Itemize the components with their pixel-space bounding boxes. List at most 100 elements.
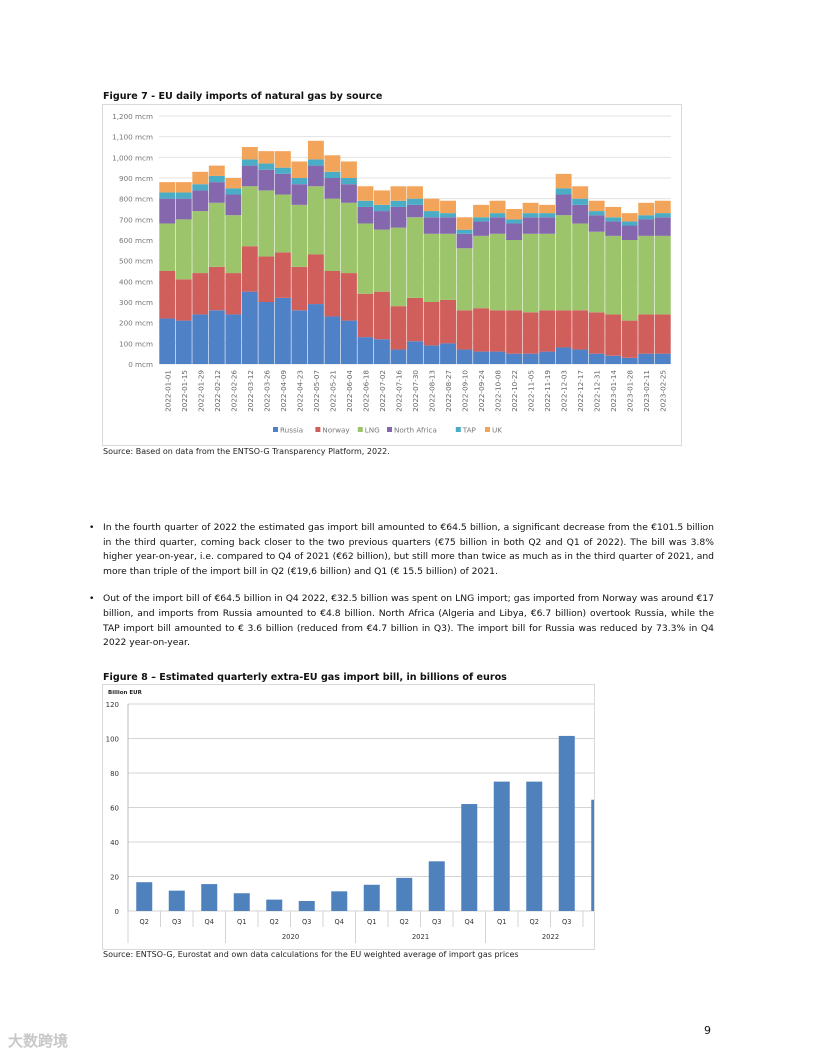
bar-segment-norway xyxy=(357,293,374,338)
bar xyxy=(363,884,380,911)
x-tick-label: Q2 xyxy=(140,918,149,926)
page-number: 9 xyxy=(704,1024,711,1037)
bar-segment-lng xyxy=(407,217,423,298)
bar-segment-norway xyxy=(390,306,407,350)
bar-segment-russia xyxy=(324,316,341,364)
bar-segment-lng xyxy=(588,231,605,313)
x-tick-label: 2022-01-01 xyxy=(163,370,172,412)
bar-segment-north-africa xyxy=(175,198,192,220)
bar-segment-russia xyxy=(357,337,374,364)
bar-segment-tap xyxy=(522,213,539,218)
x-tick-label: 2023-02-25 xyxy=(659,370,668,412)
bar-segment-north-africa xyxy=(225,194,242,216)
bar-segment-norway xyxy=(572,310,589,350)
bar-segment-uk xyxy=(225,178,242,189)
bar-segment-north-africa xyxy=(274,173,291,195)
bar-segment-north-africa xyxy=(324,178,341,199)
figure8-chart-frame: Billion EUR 0 20 40 60 80 100 120 Q2 Q3 Q4 Q1 Q2 Q3 Q4… xyxy=(102,684,616,950)
bar-segment-tap xyxy=(605,217,622,222)
y-tick-label: 100 xyxy=(106,736,119,744)
y-tick-label: 20 xyxy=(110,874,119,882)
bar-segment-lng xyxy=(225,215,242,274)
bar-segment-tap xyxy=(159,192,176,199)
bar-segment-lng xyxy=(489,233,506,311)
bar xyxy=(201,884,218,911)
y-tick-label: 600 mcm xyxy=(119,236,153,245)
bar-segment-russia xyxy=(522,353,539,364)
bar-segment-russia xyxy=(291,310,308,364)
bar-segment-lng xyxy=(374,229,390,292)
bar-segment-norway xyxy=(258,256,275,302)
bar-segment-tap xyxy=(440,213,456,218)
x-tick-label: Q4 xyxy=(335,918,344,926)
bar-segment-uk xyxy=(489,200,506,214)
x-tick-label: 2022-07-30 xyxy=(411,370,420,412)
bar-segment-north-africa xyxy=(374,211,390,230)
bar-segment-russia xyxy=(192,314,209,364)
bar xyxy=(266,899,283,911)
bar-segment-lng xyxy=(357,223,374,294)
bar-segment-tap xyxy=(340,178,357,185)
bar-segment-tap xyxy=(588,211,605,216)
figure7-chart-frame: 0 mcm 100 mcm 200 mcm 300 mcm 400 mcm 500 mcm… xyxy=(102,104,682,446)
bar-segment-north-africa xyxy=(572,204,589,224)
bar-segment-tap xyxy=(456,229,473,234)
bar-segment-tap xyxy=(506,219,523,224)
bar-segment-north-africa xyxy=(506,223,523,240)
x-tick-label: 2022-08-13 xyxy=(428,370,437,412)
bar-segment-uk xyxy=(605,206,622,218)
x-group-label: 2021 xyxy=(412,933,429,941)
x-tick-label: 2022-01-15 xyxy=(180,370,189,412)
legend-swatch xyxy=(315,427,321,432)
bar-segment-uk xyxy=(407,186,423,199)
bar-segment-uk xyxy=(374,190,390,205)
bar-segment-north-africa xyxy=(539,217,556,234)
bar xyxy=(461,804,478,911)
bar-segment-lng xyxy=(159,223,176,271)
bar-segment-tap xyxy=(638,215,655,220)
x-tick-label: Q2 xyxy=(530,918,539,926)
bar-segment-uk xyxy=(307,140,324,160)
bar-segment-uk xyxy=(208,165,225,176)
bar-segment-uk xyxy=(324,155,341,172)
bar-segment-north-africa xyxy=(258,169,275,191)
bar-segment-tap xyxy=(555,188,572,195)
bar-segment-tap xyxy=(291,178,308,185)
bar xyxy=(331,891,348,911)
bullet-list: In the fourth quarter of 2022 the estima… xyxy=(89,521,714,664)
bar-segment-lng xyxy=(522,233,539,313)
figure8-chart: Billion EUR 0 20 40 60 80 100 120 Q2 Q3 Q4 Q1 Q2 Q3 Q4… xyxy=(106,690,616,943)
bar-segment-uk xyxy=(572,186,589,199)
bar xyxy=(558,735,575,911)
x-tick-label: Q4 xyxy=(465,918,474,926)
x-tick-label: 2022-12-03 xyxy=(560,370,569,412)
bar-segment-russia xyxy=(605,355,622,364)
bar-segment-north-africa xyxy=(588,215,605,232)
bar-segment-uk xyxy=(621,213,638,222)
bar-segment-uk xyxy=(357,186,374,201)
bar-segment-lng xyxy=(423,233,440,302)
bar-segment-russia xyxy=(407,341,423,364)
bar-segment-norway xyxy=(291,266,308,311)
bar-segment-russia xyxy=(159,318,176,364)
bar-segment-norway xyxy=(241,246,258,292)
bar-segment-russia xyxy=(241,291,258,364)
bar-segment-russia xyxy=(440,343,456,364)
bar-segment-lng xyxy=(175,219,192,280)
bar-segment-north-africa xyxy=(654,217,671,236)
x-tick-label: 2022-03-12 xyxy=(246,370,255,412)
legend-label: North Africa xyxy=(394,426,437,435)
bar-segment-tap xyxy=(374,204,390,212)
bar-segment-norway xyxy=(588,312,605,354)
legend-label: LNG xyxy=(365,426,380,435)
bar-segment-norway xyxy=(456,310,473,350)
bar-segment-norway xyxy=(473,308,490,352)
bar-segment-russia xyxy=(258,302,275,364)
x-tick-label: 2022-11-05 xyxy=(527,370,536,412)
bar-segment-uk xyxy=(274,151,291,168)
bar-segment-tap xyxy=(489,213,506,218)
bar-segment-north-africa xyxy=(307,165,324,187)
bar-segment-north-africa xyxy=(440,217,456,234)
bar-segment-norway xyxy=(539,310,556,352)
bar xyxy=(298,900,315,911)
